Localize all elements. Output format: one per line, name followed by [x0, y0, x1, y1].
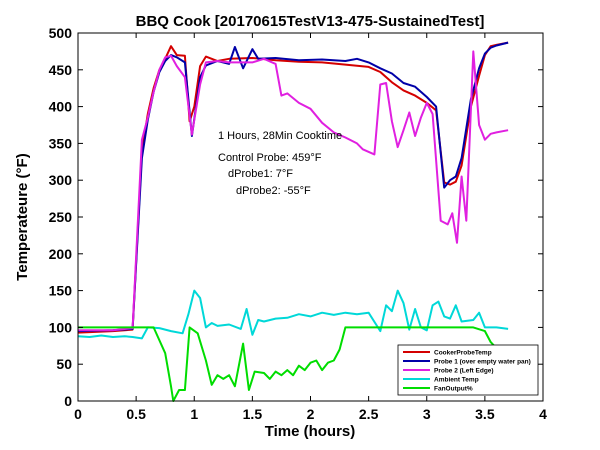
annotation-dprobe2: dProbe2: -55°F	[236, 185, 311, 197]
x-tick-label: 0.5	[126, 406, 146, 422]
y-tick-label: 450	[49, 62, 73, 78]
x-tick-label: 3.5	[475, 406, 495, 422]
series-line-1	[77, 41, 509, 333]
y-tick-label: 0	[64, 393, 72, 409]
legend-label-1: Probe 1 (over empty water pan)	[434, 358, 531, 365]
x-tick-label: 4	[539, 406, 547, 422]
x-tick-label: 2	[307, 406, 315, 422]
legend: CookerProbeTemp Probe 1 (over empty water…	[397, 344, 539, 396]
legend-label-0: CookerProbeTemp	[434, 349, 492, 356]
y-tick-label: 250	[49, 209, 73, 225]
annotations: 1 Hours, 28Min Cooktime Control Probe: 4…	[218, 130, 342, 197]
legend-label-4: FanOutput%	[434, 385, 473, 392]
y-tick-label: 100	[49, 319, 73, 335]
y-tick-label: 400	[49, 99, 73, 115]
x-tick-label: 2.5	[359, 406, 379, 422]
series-line-3	[77, 289, 509, 340]
y-tick-label: 500	[49, 25, 73, 41]
series-line-4	[78, 326, 495, 402]
y-tick-label: 300	[49, 172, 73, 188]
y-tick-label: 350	[49, 135, 73, 151]
plot-area: 0 0.5 1 1.5 2 2.5 3 3.5 4 0 50 100 150 200 250 300 350 40…	[49, 25, 547, 422]
x-tick-label: 0	[74, 406, 82, 422]
series-line-2	[78, 50, 509, 332]
x-tick-label: 1.5	[243, 406, 263, 422]
annotation-cooktime: 1 Hours, 28Min Cooktime	[218, 130, 342, 142]
x-axis-label: Time (hours)	[265, 423, 356, 440]
y-tick-label: 200	[49, 246, 73, 262]
legend-entries: CookerProbeTemp Probe 1 (over empty water…	[403, 349, 531, 392]
annotation-control-probe: Control Probe: 459°F	[218, 152, 322, 164]
annotation-dprobe1: dProbe1: 7°F	[228, 168, 293, 180]
ticks-layer: 0 0.5 1 1.5 2 2.5 3 3.5 4 0 50 100 150 200 250 300 350 40…	[49, 25, 547, 422]
chart-title: BBQ Cook [20170615TestV13-475-SustainedT…	[136, 13, 485, 30]
x-tick-label: 1	[190, 406, 198, 422]
x-tick-label: 3	[423, 406, 431, 422]
y-tick-label: 50	[56, 356, 72, 372]
y-axis-label: Temperateure (°F)	[14, 153, 31, 280]
y-tick-label: 150	[49, 283, 73, 299]
series-layer	[77, 41, 509, 402]
legend-label-3: Ambient Temp	[434, 376, 479, 383]
legend-label-2: Probe 2 (Left Edge)	[434, 367, 494, 374]
